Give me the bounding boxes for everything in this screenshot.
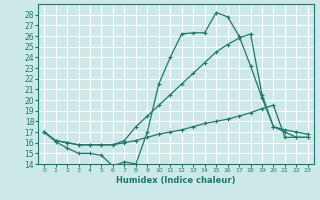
X-axis label: Humidex (Indice chaleur): Humidex (Indice chaleur) [116, 176, 236, 185]
